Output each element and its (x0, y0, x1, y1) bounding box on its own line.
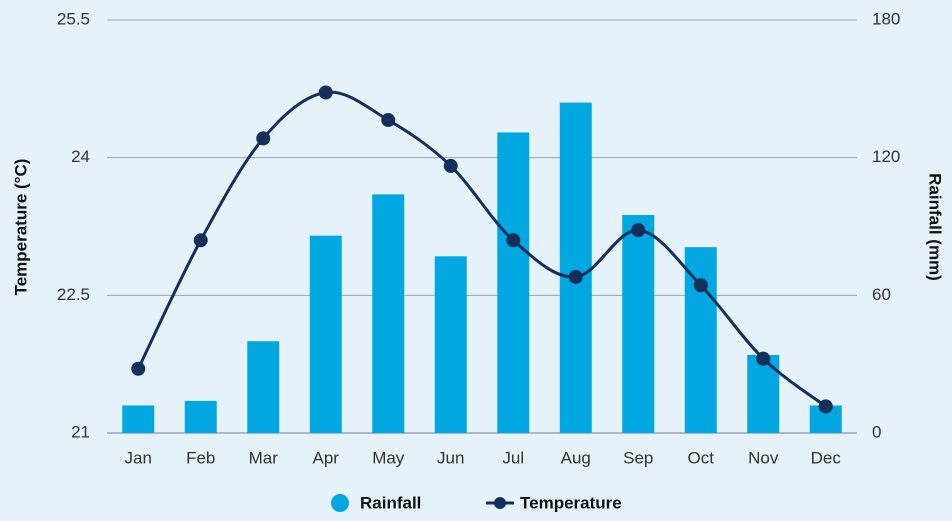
x-tick-label: Nov (748, 448, 779, 467)
y2-tick-label: 60 (872, 285, 891, 304)
line-point (693, 278, 708, 293)
bar (372, 194, 405, 433)
line-point (631, 223, 646, 238)
bar (622, 215, 655, 433)
y2-axis-title: Rainfall (mm) (926, 173, 945, 281)
bar (247, 341, 280, 433)
x-tick-label: Dec (811, 448, 842, 467)
y-tick-label: 25.5 (57, 9, 90, 28)
bar (559, 102, 592, 433)
y2-tick-label: 0 (872, 422, 881, 441)
x-tick-label: Sep (623, 448, 653, 467)
x-tick-label: Aug (561, 448, 591, 467)
x-tick-label: Jun (437, 448, 464, 467)
line-point (193, 233, 208, 248)
x-tick-label: Mar (249, 448, 279, 467)
x-tick-label: Jul (502, 448, 524, 467)
bar (122, 405, 155, 433)
line-point (318, 85, 333, 100)
legend-swatch (494, 497, 506, 509)
line-point (818, 399, 833, 414)
legend-label: Rainfall (360, 493, 421, 512)
bar (497, 132, 530, 433)
legend-label: Temperature (520, 493, 622, 512)
line-point (756, 351, 771, 366)
line-point (443, 158, 458, 173)
x-tick-label: Oct (688, 448, 715, 467)
legend-swatch (331, 494, 349, 512)
bar (434, 256, 467, 433)
bar (309, 235, 342, 433)
y2-tick-label: 180 (872, 9, 900, 28)
line-point (381, 113, 396, 128)
line-point (568, 269, 583, 284)
x-tick-label: Feb (186, 448, 215, 467)
y2-tick-label: 120 (872, 147, 900, 166)
line-point (256, 131, 271, 146)
x-tick-label: Jan (125, 448, 152, 467)
y-tick-label: 21 (71, 422, 90, 441)
y-tick-label: 22.5 (57, 285, 90, 304)
bar (184, 400, 217, 433)
line-point (506, 233, 521, 248)
bar (684, 247, 717, 433)
y-tick-label: 24 (71, 147, 90, 166)
x-tick-label: May (372, 448, 405, 467)
line-point (131, 361, 146, 376)
y-axis-title: Temperature (°C) (11, 159, 30, 296)
x-tick-label: Apr (313, 448, 340, 467)
